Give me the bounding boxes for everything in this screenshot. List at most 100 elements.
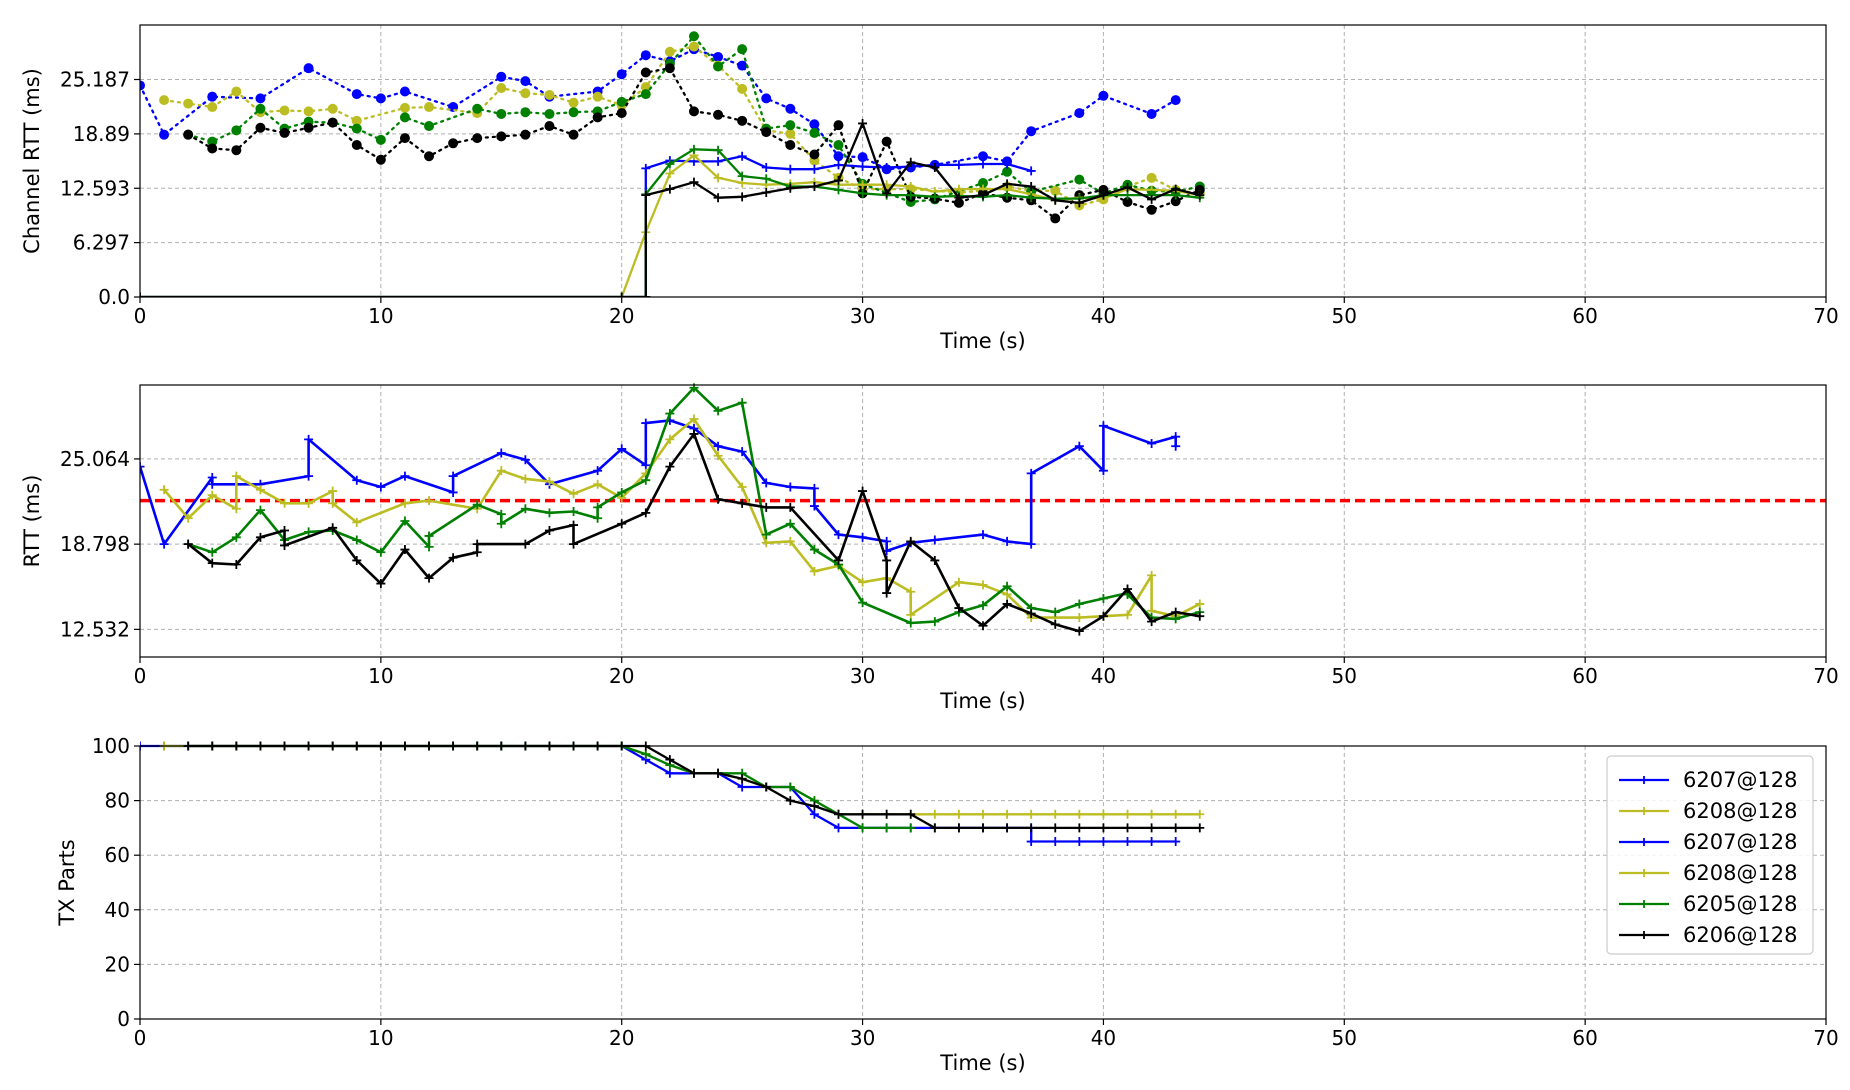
y-tick-label: 20 [105, 952, 130, 976]
data-point [785, 140, 796, 151]
data-point [1123, 584, 1133, 594]
data-point [809, 149, 820, 160]
data-point [785, 183, 795, 193]
data-point [140, 80, 145, 91]
data-point [640, 67, 651, 78]
y-tick-label: 25.187 [60, 68, 130, 92]
data-point [640, 82, 651, 93]
data-point [304, 471, 314, 481]
data-point [1123, 182, 1133, 192]
y-axis-label: TX Parts [55, 839, 79, 926]
data-point [641, 460, 651, 470]
data-point [231, 560, 241, 570]
data-point [978, 809, 988, 819]
data-point [1195, 823, 1205, 833]
y-axis-label: Channel RTT (ms) [20, 68, 44, 254]
data-point [1074, 599, 1084, 609]
data-point [809, 119, 820, 130]
data-point [761, 502, 771, 512]
data-point [1026, 823, 1036, 833]
data-point [1002, 589, 1012, 599]
y-tick-label: 25.064 [60, 447, 130, 471]
data-point [520, 539, 530, 549]
data-point [1074, 823, 1084, 833]
data-point [713, 173, 723, 183]
data-point [713, 156, 723, 166]
data-point [1074, 809, 1084, 819]
data-point [375, 154, 386, 165]
data-point [448, 138, 459, 149]
data-point [1026, 181, 1036, 191]
data-point [472, 539, 482, 549]
data-point [978, 151, 988, 162]
data-point [785, 502, 795, 512]
data-point [978, 600, 988, 610]
plot-area [140, 31, 1205, 297]
data-point [641, 508, 651, 518]
data-point [496, 83, 507, 94]
data-point [255, 532, 265, 542]
data-point [520, 88, 531, 99]
data-point [568, 129, 579, 140]
data-point [400, 498, 410, 508]
rtt-panel: 0 10 20 30 40 50 60 70 12.532 18.798 25.064 Time (s… [20, 383, 1839, 713]
data-point [737, 115, 748, 126]
y-tick-label: 40 [105, 898, 130, 922]
x-tick-label: 60 [1572, 304, 1597, 328]
data-point [231, 532, 241, 542]
data-point [303, 63, 314, 74]
data-point [520, 474, 530, 484]
data-point [978, 580, 988, 590]
data-point [1074, 441, 1084, 451]
data-point [375, 93, 386, 104]
x-tick-label: 30 [850, 1026, 875, 1050]
data-point [930, 809, 940, 819]
data-point [304, 498, 314, 508]
data-point [1026, 166, 1036, 176]
data-point [664, 46, 675, 57]
data-point [737, 151, 747, 161]
data-point [930, 535, 940, 545]
plot-area [140, 383, 1205, 636]
data-point [1074, 198, 1084, 208]
data-point [954, 193, 964, 203]
data-point [1002, 809, 1012, 819]
data-point [472, 500, 482, 510]
data-point [689, 768, 699, 778]
y-tick-label: 6.297 [73, 231, 130, 255]
data-point [664, 63, 675, 74]
data-point [593, 502, 603, 512]
data-point [833, 555, 843, 565]
legend-label: 6208@128 [1683, 799, 1798, 823]
data-point [231, 125, 242, 136]
data-point [1146, 204, 1157, 215]
data-point [1002, 159, 1012, 169]
data-point [399, 102, 410, 113]
data-point [785, 536, 795, 546]
data-point [1123, 190, 1133, 200]
data-point [544, 526, 554, 536]
data-point [617, 444, 627, 454]
data-point [616, 96, 627, 107]
data-point [713, 61, 724, 72]
x-tick-label: 30 [850, 304, 875, 328]
channel-rtt-panel: 0 10 20 30 40 50 60 70 0.0 6.297 12.593 18.89 25.187… [20, 24, 1839, 353]
x-tick-label: 40 [1091, 304, 1116, 328]
data-point [351, 123, 362, 134]
data-point [906, 587, 916, 597]
data-point [400, 545, 410, 555]
data-point [544, 108, 555, 119]
data-point [140, 462, 145, 472]
data-point [1147, 570, 1157, 580]
data-point [1098, 184, 1109, 195]
data-point [737, 774, 747, 784]
data-point [255, 122, 266, 133]
data-point [472, 103, 483, 114]
x-tick-label: 0 [134, 664, 147, 688]
data-point [1146, 108, 1157, 119]
data-point [352, 555, 362, 565]
data-point [400, 516, 410, 526]
data-point [496, 131, 507, 142]
data-point [1002, 581, 1012, 591]
data-point [641, 163, 651, 173]
